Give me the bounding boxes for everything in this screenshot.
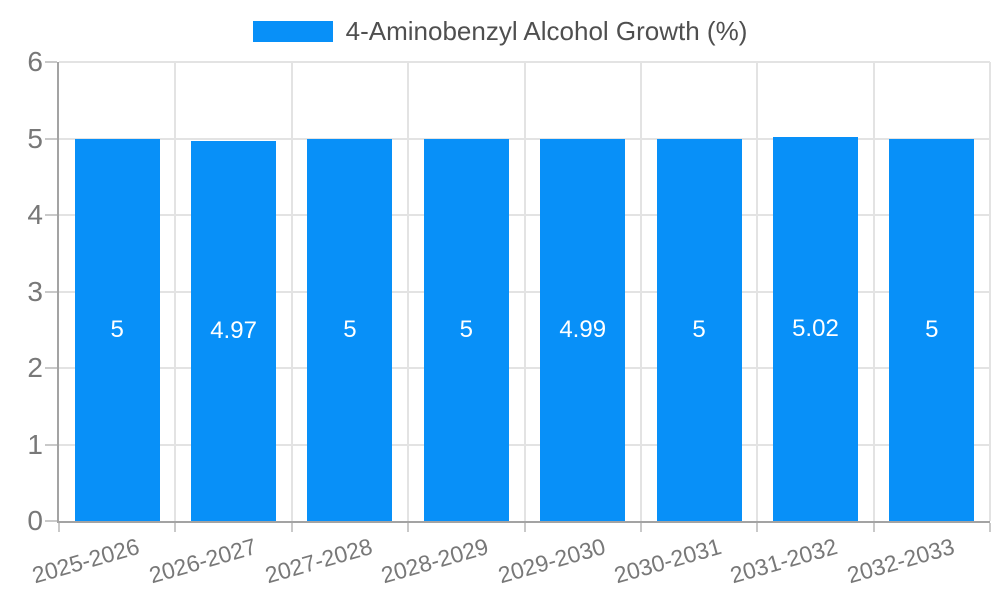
x-tick — [174, 523, 177, 532]
bar-value-label: 4.99 — [559, 316, 607, 344]
legend-swatch — [252, 21, 333, 42]
x-tick — [58, 523, 60, 532]
bar-2029-2030[interactable]: 4.99 — [540, 139, 626, 521]
x-tick — [290, 523, 293, 532]
bar-value-label: 5 — [692, 315, 706, 343]
y-tick — [45, 137, 57, 140]
x-gridline — [290, 62, 293, 521]
y-tick — [45, 214, 57, 217]
y-tick-label: 0 — [27, 505, 43, 536]
bar-value-label: 5 — [459, 315, 473, 343]
bar-2025-2026[interactable]: 5 — [74, 138, 160, 521]
bar-2030-2031[interactable]: 5 — [656, 138, 742, 521]
plot-area: 0 1 2 3 4 5 6 5 2025-2026 4.97 2026-2027 5 2027-2028… — [27, 48, 991, 588]
y-tick-label: 4 — [27, 199, 43, 231]
x-tick — [989, 523, 991, 532]
bar-2028-2029[interactable]: 5 — [423, 138, 509, 521]
x-tick — [872, 523, 875, 532]
bar-value-label: 5 — [925, 315, 939, 343]
y-tick — [45, 443, 57, 446]
y-tick — [45, 520, 57, 522]
y-tick — [45, 367, 57, 370]
bar-2027-2028[interactable]: 5 — [307, 138, 393, 521]
y-tick-label: 5 — [27, 122, 43, 154]
bar-2026-2027[interactable]: 4.97 — [191, 140, 277, 521]
x-tick — [407, 523, 410, 532]
y-tick-label: 2 — [27, 352, 43, 384]
x-gridline — [407, 62, 410, 521]
bar-2031-2032[interactable]: 5.02 — [772, 136, 858, 521]
x-gridline — [639, 62, 642, 521]
x-tick — [523, 523, 526, 532]
bar-value-label: 5 — [110, 315, 124, 343]
x-tick — [639, 523, 642, 532]
y-tick — [45, 61, 57, 63]
bar-value-label: 5.02 — [792, 314, 839, 342]
bar-value-label: 4.97 — [210, 316, 257, 344]
x-tick — [756, 523, 759, 532]
x-gridline — [523, 62, 526, 521]
x-gridline — [174, 62, 177, 521]
bar-2032-2033[interactable]: 5 — [889, 138, 975, 521]
x-gridline — [989, 62, 991, 521]
bar-value-label: 5 — [343, 315, 357, 343]
legend-label: 4-Aminobenzyl Alcohol Growth (%) — [345, 16, 748, 46]
y-tick-label: 1 — [27, 428, 43, 460]
y-tick-label: 3 — [27, 275, 43, 307]
x-gridline — [872, 62, 875, 521]
y-tick-label: 6 — [27, 46, 43, 77]
legend[interactable]: 4-Aminobenzyl Alcohol Growth (%) — [0, 16, 1000, 47]
x-gridline — [756, 62, 759, 521]
y-tick — [45, 290, 57, 293]
